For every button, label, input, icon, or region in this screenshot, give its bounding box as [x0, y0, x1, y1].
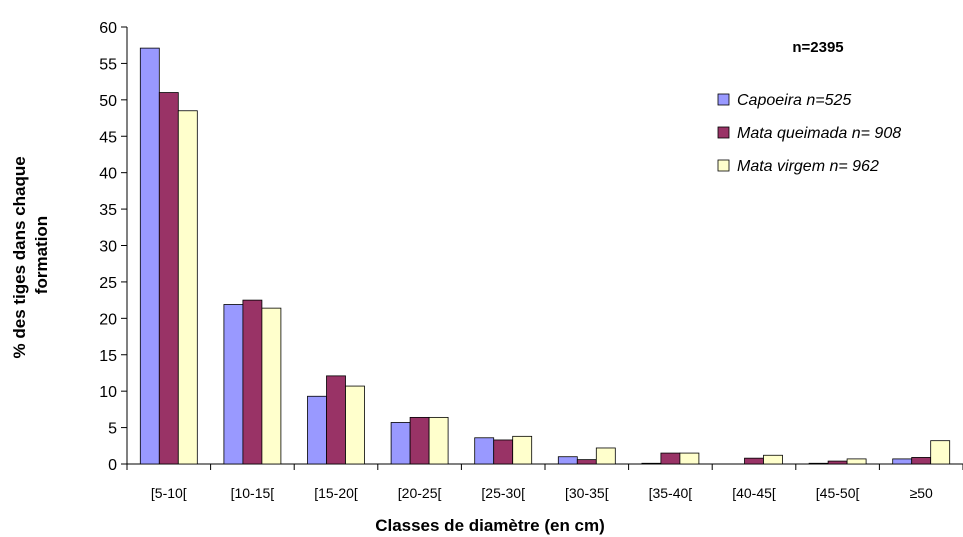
- y-axis-title-line-1: % des tiges dans chaque: [10, 156, 29, 358]
- y-tick-label: 35: [99, 202, 117, 219]
- x-category-label: ≥50: [910, 485, 933, 501]
- y-tick-label: 55: [99, 56, 117, 73]
- legend-swatch: [717, 126, 730, 139]
- bar: [474, 437, 495, 465]
- bar: [409, 416, 430, 465]
- y-tick-label: 20: [99, 311, 117, 328]
- y-tick-label: 25: [99, 275, 117, 292]
- bar: [158, 92, 179, 465]
- x-category-label: [20-25[: [398, 485, 442, 501]
- y-axis-title-line-2: formation: [32, 216, 51, 294]
- y-tick-label: 10: [99, 384, 117, 401]
- x-axis-ticks: [5-10[ [10-15[ [15-20[ [20-25[ [25-30[ [30-35…: [126, 464, 963, 501]
- x-axis-title: Classes de diamètre (en cm): [375, 516, 605, 535]
- y-tick-label: 40: [99, 166, 117, 183]
- bar: [326, 375, 346, 465]
- total-count-annotation: n=2395: [792, 39, 843, 56]
- bar: [223, 304, 244, 465]
- bar: [576, 459, 597, 465]
- y-tick-label: 15: [99, 348, 117, 365]
- x-category-label: [25-30[: [481, 485, 525, 501]
- bar: [846, 458, 867, 465]
- x-category-label: [10-15[: [231, 485, 275, 501]
- legend-swatch: [717, 159, 730, 172]
- bar: [595, 447, 616, 465]
- x-category-label: [35-40[: [649, 485, 693, 501]
- bar: [911, 457, 932, 465]
- x-category-label: [5-10[: [151, 485, 187, 501]
- bar: [390, 422, 411, 465]
- legend: Capoeira n=525 Mata queimada n= 908 Mata v…: [717, 92, 901, 175]
- x-category-label: [30-35[: [565, 485, 609, 501]
- bar: [557, 456, 578, 465]
- y-tick-label: 5: [108, 421, 117, 438]
- legend-swatch: [717, 93, 730, 106]
- bar: [242, 299, 263, 465]
- x-category-label: [15-20[: [314, 485, 358, 501]
- bar: [641, 462, 662, 465]
- x-category-label: [40-45[: [732, 485, 776, 501]
- bar: [744, 457, 764, 465]
- y-tick-label: 60: [99, 20, 117, 37]
- bar: [345, 385, 365, 465]
- y-tick-label: 30: [99, 239, 117, 256]
- bar: [892, 458, 913, 465]
- bar: [177, 110, 198, 465]
- legend-label: Mata virgem n= 962: [737, 158, 879, 175]
- y-axis-title: % des tiges dans chaque formation: [10, 152, 51, 359]
- bar: [827, 460, 848, 465]
- bar: [261, 307, 282, 465]
- y-axis-ticks: 0 5 10 15 20 25 30 35 40 45 50 55 60: [99, 20, 127, 474]
- y-tick-label: 0: [108, 457, 117, 474]
- bar: [763, 454, 783, 465]
- bar: [660, 452, 681, 465]
- bar: [307, 395, 327, 465]
- y-tick-label: 45: [99, 129, 117, 146]
- bar: [493, 439, 514, 465]
- y-tick-label: 50: [99, 93, 117, 110]
- x-category-label: [45-50[: [816, 485, 860, 501]
- bar: [512, 435, 533, 465]
- legend-label: Capoeira n=525: [737, 92, 851, 109]
- bar: [428, 416, 449, 465]
- bar: [808, 462, 829, 465]
- bar: [139, 47, 160, 465]
- bars-group: [139, 47, 951, 465]
- bar: [930, 440, 951, 465]
- legend-label: Mata queimada n= 908: [737, 125, 901, 142]
- bar: [679, 452, 700, 465]
